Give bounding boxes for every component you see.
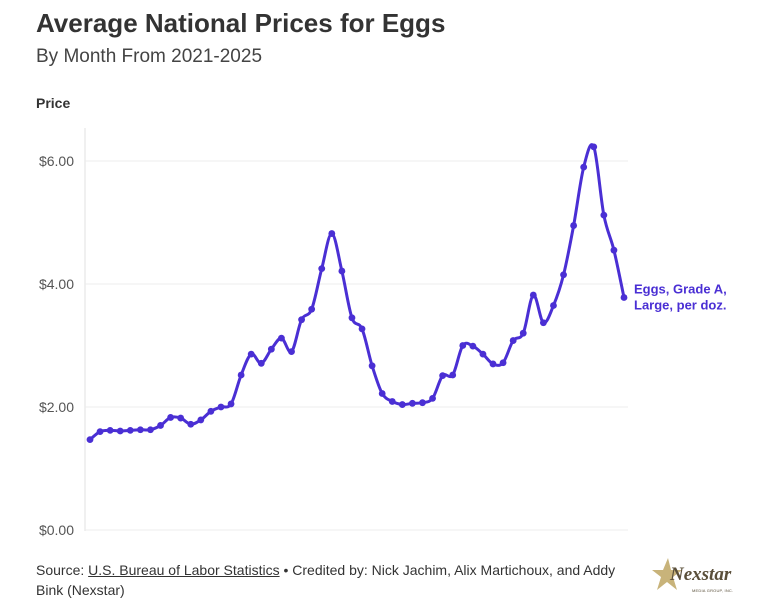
data-point — [529, 291, 537, 299]
data-point — [570, 222, 578, 229]
series-label: Eggs, Grade A,Large, per doz. — [634, 282, 727, 313]
data-point — [459, 342, 467, 349]
nexstar-logo: Nexstar MEDIA GROUP, INC. — [652, 556, 742, 600]
y-tick-label: $2.00 — [39, 399, 74, 415]
data-point — [167, 414, 175, 421]
data-point — [217, 403, 225, 411]
data-point — [550, 302, 557, 309]
data-point — [378, 390, 386, 397]
data-point — [368, 362, 376, 370]
data-point — [86, 436, 94, 443]
data-point — [429, 394, 436, 402]
data-point — [247, 350, 255, 358]
series-label-line: Eggs, Grade A, — [634, 282, 727, 297]
source-link[interactable]: U.S. Bureau of Labor Statistics — [88, 562, 280, 578]
data-point — [237, 371, 245, 379]
data-point — [600, 211, 608, 219]
chart-title: Average National Prices for Eggs — [36, 8, 446, 38]
data-point — [257, 359, 265, 367]
star-icon — [652, 558, 682, 590]
data-point — [479, 350, 487, 358]
data-point — [449, 371, 457, 379]
data-point — [620, 294, 628, 301]
series-label-line: Large, per doz. — [634, 298, 726, 313]
data-point — [177, 414, 185, 422]
logo-text: Nexstar — [670, 564, 732, 585]
data-point — [318, 265, 326, 273]
data-point — [499, 359, 507, 367]
source-prefix: Source: — [36, 562, 89, 578]
data-point — [509, 337, 517, 344]
data-point — [308, 305, 316, 313]
chart-subtitle: By Month From 2021-2025 — [36, 46, 263, 67]
grid-lines — [85, 160, 628, 531]
data-point — [338, 267, 346, 275]
data-point — [288, 348, 295, 356]
data-point — [439, 372, 447, 380]
data-point — [358, 325, 366, 333]
data-point — [398, 401, 406, 408]
data-point — [469, 342, 477, 350]
data-point — [489, 360, 497, 368]
data-point — [207, 407, 215, 415]
data-point — [519, 329, 527, 337]
data-point — [116, 427, 124, 435]
data-point — [187, 420, 195, 428]
data-point — [106, 426, 114, 434]
data-point — [267, 345, 275, 353]
data-point — [590, 143, 598, 151]
data-point — [580, 163, 588, 171]
data-point — [278, 334, 285, 342]
footer-credits: Source: U.S. Bureau of Labor Statistics … — [36, 560, 646, 600]
data-point — [197, 416, 205, 424]
data-point — [419, 399, 426, 407]
data-point — [610, 246, 618, 254]
data-point — [348, 314, 356, 322]
data-point — [126, 426, 134, 434]
series-line — [88, 143, 626, 442]
data-point — [298, 316, 305, 324]
data-point — [328, 230, 336, 237]
data-point — [96, 428, 104, 435]
data-point — [157, 422, 164, 429]
y-axis-label: Price — [36, 95, 71, 111]
y-tick-labels: $0.00 $2.00 $4.00 $6.00 — [39, 153, 74, 538]
data-point — [388, 398, 396, 405]
data-point — [409, 399, 416, 407]
y-tick-label: $6.00 — [39, 153, 74, 169]
data-points — [86, 143, 628, 443]
data-point — [539, 319, 547, 327]
logo-subtext: MEDIA GROUP, INC. — [692, 588, 734, 593]
credits-text: • Credited by: Nick Jachim, Alix Martich… — [36, 562, 616, 598]
data-point — [227, 400, 235, 408]
y-tick-label: $4.00 — [39, 276, 74, 292]
data-point — [147, 426, 154, 434]
data-point — [136, 426, 144, 434]
data-point — [560, 271, 567, 279]
y-tick-label: $0.00 — [39, 522, 74, 538]
